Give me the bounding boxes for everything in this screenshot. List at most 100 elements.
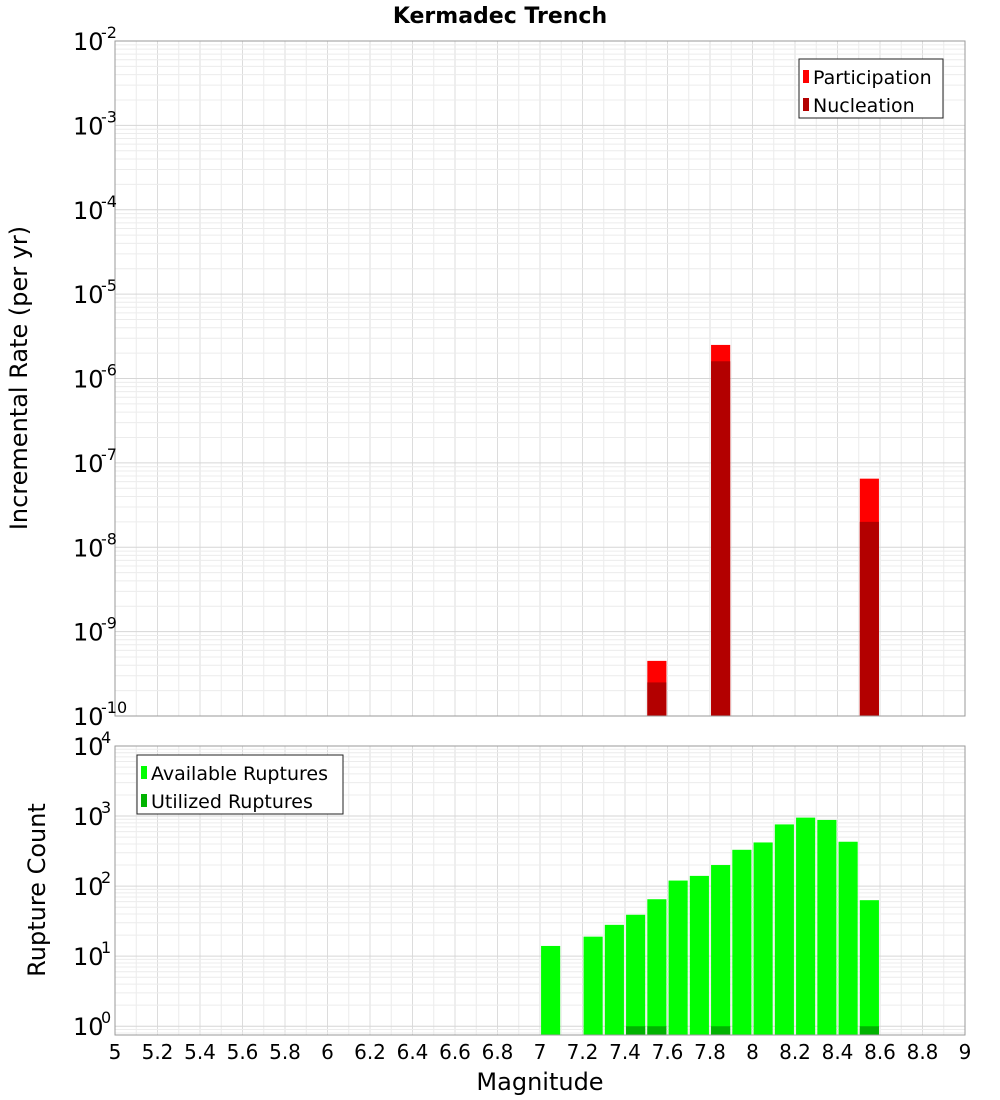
legend-box (136, 754, 344, 815)
y-tick-label: 10-9 (73, 614, 117, 647)
bar-available-ruptures (817, 819, 837, 1035)
x-tick-label: 7 (534, 1040, 547, 1064)
legend-swatch (141, 794, 147, 807)
bar-available-ruptures (604, 924, 624, 1035)
x-tick-label: 6.4 (397, 1040, 429, 1064)
bar-available-ruptures (647, 899, 667, 1035)
y-tick-label: 10-5 (73, 276, 117, 309)
y-tick-exponent: 2 (101, 868, 111, 887)
bottom-legend: Available Ruptures Utilized Ruptures (136, 754, 344, 815)
y-tick-exponent: -6 (101, 361, 117, 380)
y-tick-label: 10-3 (73, 107, 117, 140)
top-plot-frame (114, 40, 966, 717)
y-tick-exponent: -2 (101, 23, 117, 42)
y-tick-exponent: 4 (101, 728, 111, 747)
bottom-bars (541, 817, 879, 1035)
x-tick-label: 8.6 (864, 1040, 896, 1064)
bar-available-ruptures (583, 936, 603, 1035)
y-tick-base: 10 (73, 703, 104, 731)
x-tick-labels: 5 5.2 5.4 5.6 5.8 6 6.2 6.4 6.6 6.8 7 7.2 7.4 7.6 7.8 8… (109, 1040, 972, 1064)
y-tick-label: 10-6 (73, 361, 117, 394)
y-tick-base: 10 (73, 197, 104, 225)
bar-available-ruptures (689, 875, 709, 1035)
x-tick-label: 5.6 (227, 1040, 259, 1064)
bar-utilized-ruptures (647, 1026, 667, 1035)
bar-utilized-ruptures (711, 1026, 731, 1035)
y-tick-base: 10 (73, 619, 104, 647)
y-tick-base: 10 (73, 803, 104, 831)
bar-available-ruptures (774, 824, 794, 1035)
y-tick-exponent: -9 (101, 614, 117, 633)
y-tick-base: 10 (73, 281, 104, 309)
y-tick-label: 103 (73, 798, 111, 831)
x-tick-label: 5.2 (142, 1040, 174, 1064)
bar-utilized-ruptures (859, 1026, 879, 1035)
y-tick-base: 10 (73, 733, 104, 761)
y-tick-exponent: -7 (101, 445, 117, 464)
bar-available-ruptures (859, 900, 879, 1035)
legend-swatch (141, 766, 147, 779)
y-tick-exponent: 0 (101, 1008, 111, 1027)
y-tick-exponent: -4 (101, 192, 117, 211)
bar-available-ruptures (796, 817, 816, 1035)
bottom-y-axis-label: Rupture Count (23, 803, 51, 977)
y-tick-exponent: -8 (101, 529, 117, 548)
chart-title: Kermadec Trench (393, 4, 607, 29)
x-tick-label: 6 (321, 1040, 334, 1064)
top-gridlines (114, 40, 966, 717)
y-tick-base: 10 (73, 534, 104, 562)
y-tick-label: 10-4 (73, 192, 117, 225)
x-tick-label: 6.6 (439, 1040, 471, 1064)
y-tick-exponent: 3 (101, 798, 111, 817)
legend-box (798, 58, 944, 119)
legend-label: Available Ruptures (151, 763, 328, 785)
y-tick-base: 10 (73, 943, 104, 971)
y-tick-base: 10 (73, 112, 104, 140)
x-tick-label: 8 (746, 1040, 759, 1064)
y-tick-label: 10-8 (73, 529, 117, 562)
top-y-tick-labels: 10-210-310-410-510-610-710-810-910-10 (73, 23, 127, 731)
x-tick-label: 8.8 (907, 1040, 939, 1064)
y-tick-exponent: 1 (101, 938, 111, 957)
x-tick-label: 8.4 (822, 1040, 854, 1064)
y-tick-label: 100 (73, 1008, 111, 1041)
legend-label: Nucleation (813, 95, 915, 117)
legend-swatch (803, 98, 809, 111)
bar-utilized-ruptures (626, 1026, 646, 1035)
x-tick-label: 5.8 (269, 1040, 301, 1064)
x-tick-label: 8.2 (779, 1040, 811, 1064)
x-tick-label: 5 (109, 1040, 122, 1064)
top-bars (647, 344, 879, 716)
bottom-plot-frame (114, 745, 966, 1036)
bar-available-ruptures (626, 914, 646, 1035)
y-tick-exponent: -5 (101, 276, 117, 295)
bar-available-ruptures (753, 842, 773, 1035)
y-tick-base: 10 (73, 873, 104, 901)
x-tick-label: 6.2 (354, 1040, 386, 1064)
y-tick-label: 101 (73, 938, 111, 971)
bar-available-ruptures (838, 841, 858, 1035)
x-tick-label: 7.8 (694, 1040, 726, 1064)
x-tick-label: 5.4 (184, 1040, 216, 1064)
legend-label: Participation (813, 67, 932, 89)
y-tick-exponent: -3 (101, 107, 117, 126)
bar-nucleation (647, 682, 667, 716)
y-tick-label: 10-7 (73, 445, 117, 478)
x-tick-label: 7.6 (652, 1040, 684, 1064)
y-tick-label: 102 (73, 868, 111, 901)
y-tick-base: 10 (73, 1013, 104, 1041)
legend-swatch (803, 70, 809, 83)
y-tick-label: 10-10 (73, 698, 127, 731)
y-tick-label: 10-2 (73, 23, 117, 56)
x-tick-label: 9 (959, 1040, 972, 1064)
y-tick-label: 104 (73, 728, 111, 761)
top-y-axis-label: Incremental Rate (per yr) (5, 226, 33, 530)
top-legend: Participation Nucleation (798, 58, 944, 119)
y-tick-exponent: -10 (101, 698, 127, 717)
y-tick-base: 10 (73, 366, 104, 394)
x-tick-label: 7.2 (567, 1040, 599, 1064)
bar-available-ruptures (732, 849, 752, 1035)
